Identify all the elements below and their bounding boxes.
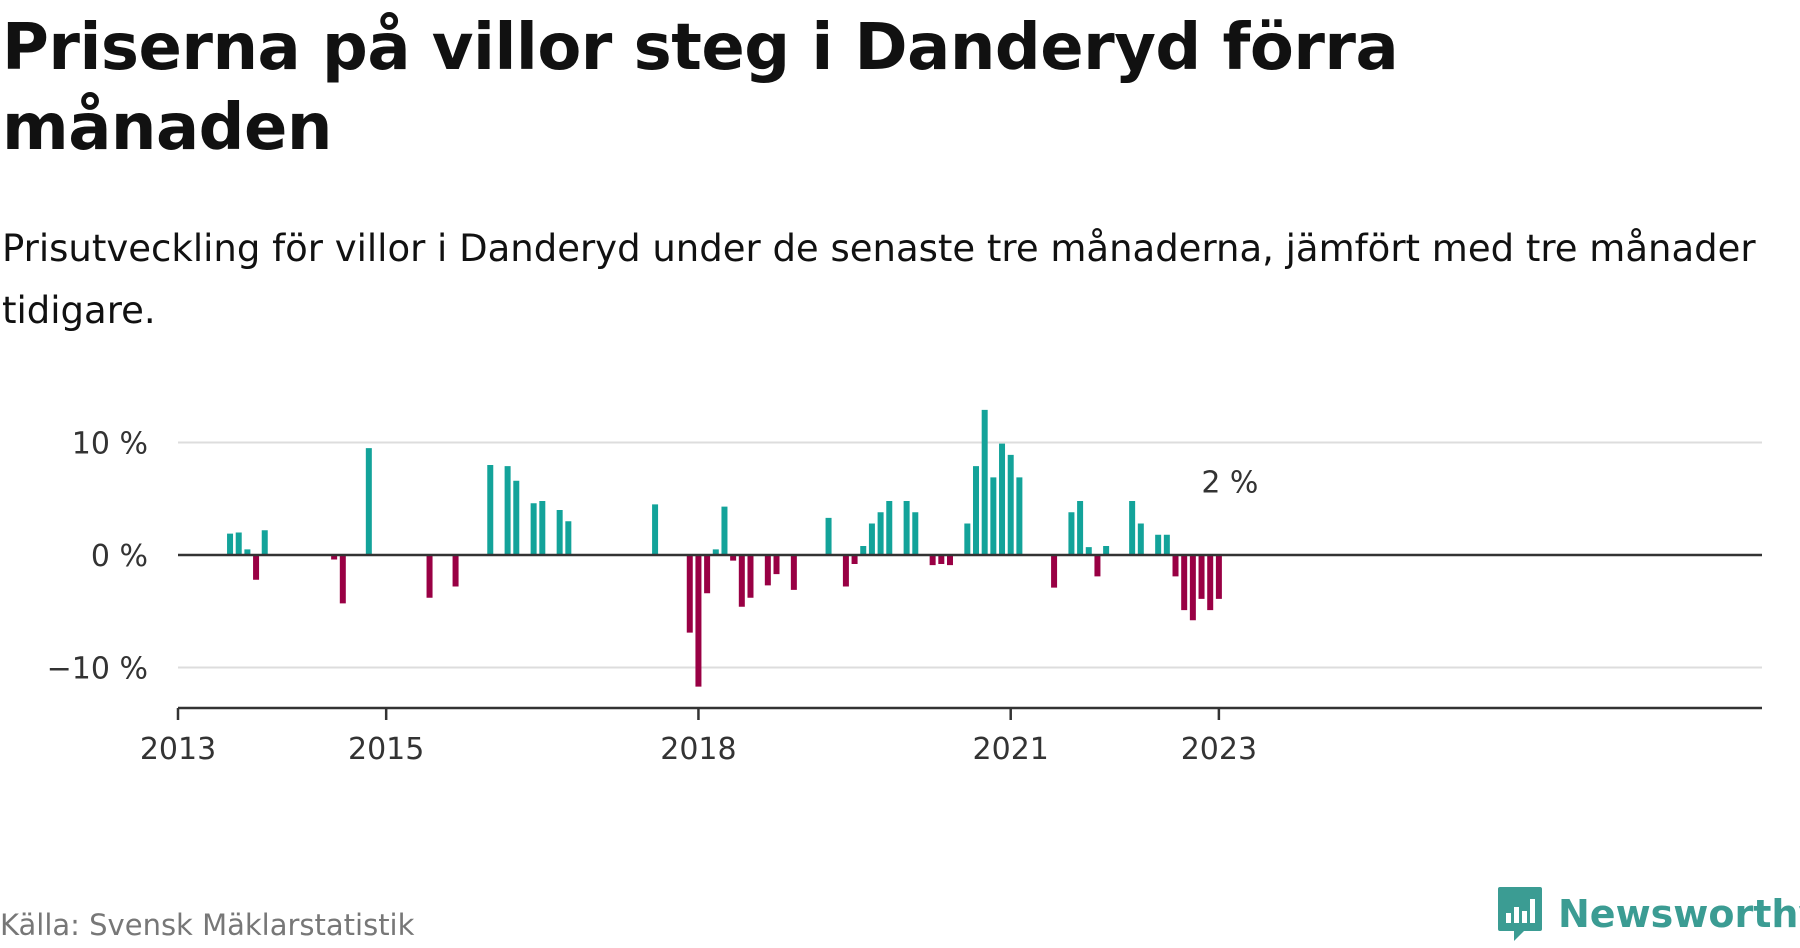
bar bbox=[877, 512, 884, 555]
x-tick-label: 2013 bbox=[140, 732, 216, 767]
bar bbox=[487, 465, 494, 555]
bar bbox=[1085, 547, 1092, 555]
x-tick-label: 2015 bbox=[348, 732, 424, 767]
bar bbox=[990, 477, 997, 555]
brand-logo[interactable]: Newsworthy bbox=[1496, 884, 1800, 944]
bar bbox=[227, 533, 234, 555]
bar bbox=[1077, 501, 1084, 555]
bar bbox=[1094, 555, 1101, 577]
y-tick-label: 0 % bbox=[91, 539, 148, 574]
bar bbox=[860, 546, 867, 555]
bar bbox=[695, 555, 702, 687]
bar bbox=[704, 555, 711, 594]
bar bbox=[825, 517, 832, 555]
bar bbox=[964, 523, 971, 555]
bar bbox=[712, 549, 719, 555]
bar bbox=[738, 555, 745, 607]
bar bbox=[912, 512, 919, 555]
bar bbox=[426, 555, 433, 598]
y-tick-label: 10 % bbox=[72, 427, 148, 462]
bar bbox=[1129, 501, 1136, 555]
bar bbox=[903, 501, 910, 555]
bar bbox=[973, 466, 980, 555]
bar bbox=[842, 555, 849, 587]
bar bbox=[253, 555, 260, 580]
bar bbox=[1207, 555, 1214, 611]
bar bbox=[1163, 534, 1170, 555]
newsworthy-logo-icon bbox=[1498, 887, 1542, 941]
bar bbox=[868, 523, 875, 555]
bar bbox=[652, 504, 659, 555]
bar bbox=[773, 555, 780, 575]
source-note: Källa: Svensk Mäklarstatistik bbox=[0, 908, 415, 942]
bar bbox=[244, 549, 251, 555]
bar bbox=[886, 501, 893, 555]
bar bbox=[539, 501, 546, 555]
x-tick-label: 2018 bbox=[660, 732, 736, 767]
bar bbox=[365, 448, 372, 555]
bar bbox=[339, 555, 346, 604]
bar bbox=[999, 443, 1006, 555]
bar bbox=[1198, 555, 1205, 599]
bar bbox=[1155, 534, 1162, 555]
bars bbox=[227, 409, 1222, 687]
bar bbox=[556, 510, 563, 555]
chart-subtitle: Prisutveckling för villor i Danderyd und… bbox=[2, 227, 1756, 332]
x-tick-label: 2021 bbox=[973, 732, 1049, 767]
grid-lines bbox=[178, 441, 1762, 669]
bar bbox=[1215, 555, 1222, 599]
bar bbox=[1068, 512, 1075, 555]
bar bbox=[1016, 477, 1023, 555]
bar bbox=[235, 532, 242, 555]
bar bbox=[565, 521, 572, 555]
labels: 10 % 0 % −10 % 2013 2015 2018 2021 2023 2 % bbox=[47, 427, 1259, 768]
bar bbox=[981, 409, 988, 555]
latest-value-label: 2 % bbox=[1201, 466, 1258, 501]
bar-chart: 10 % 0 % −10 % 2013 2015 2018 2021 2023 2 % bbox=[47, 409, 1762, 768]
bar bbox=[1137, 523, 1144, 555]
chart-title: Priserna på villor steg i Danderyd förra… bbox=[2, 11, 1399, 165]
bar bbox=[929, 555, 936, 566]
x-tick-label: 2023 bbox=[1181, 732, 1257, 767]
bar bbox=[452, 555, 459, 587]
bar bbox=[1051, 555, 1058, 588]
bar bbox=[1172, 555, 1179, 577]
bar bbox=[1007, 454, 1014, 555]
bar bbox=[1103, 546, 1110, 555]
bar bbox=[513, 480, 520, 555]
bar bbox=[261, 530, 268, 555]
bar bbox=[851, 555, 858, 564]
bar bbox=[530, 503, 537, 555]
bar bbox=[764, 555, 771, 586]
y-tick-label: −10 % bbox=[47, 652, 148, 687]
bar bbox=[504, 466, 511, 555]
brand-name: Newsworthy bbox=[1558, 892, 1800, 936]
bar bbox=[1189, 555, 1196, 621]
bar bbox=[747, 555, 754, 598]
bar bbox=[721, 506, 728, 555]
bar bbox=[946, 555, 953, 566]
axes bbox=[176, 553, 1762, 720]
bar bbox=[331, 555, 338, 560]
bar bbox=[730, 555, 737, 561]
bar bbox=[686, 555, 693, 633]
bar bbox=[938, 555, 945, 564]
bar bbox=[790, 555, 797, 590]
bar bbox=[1181, 555, 1188, 611]
